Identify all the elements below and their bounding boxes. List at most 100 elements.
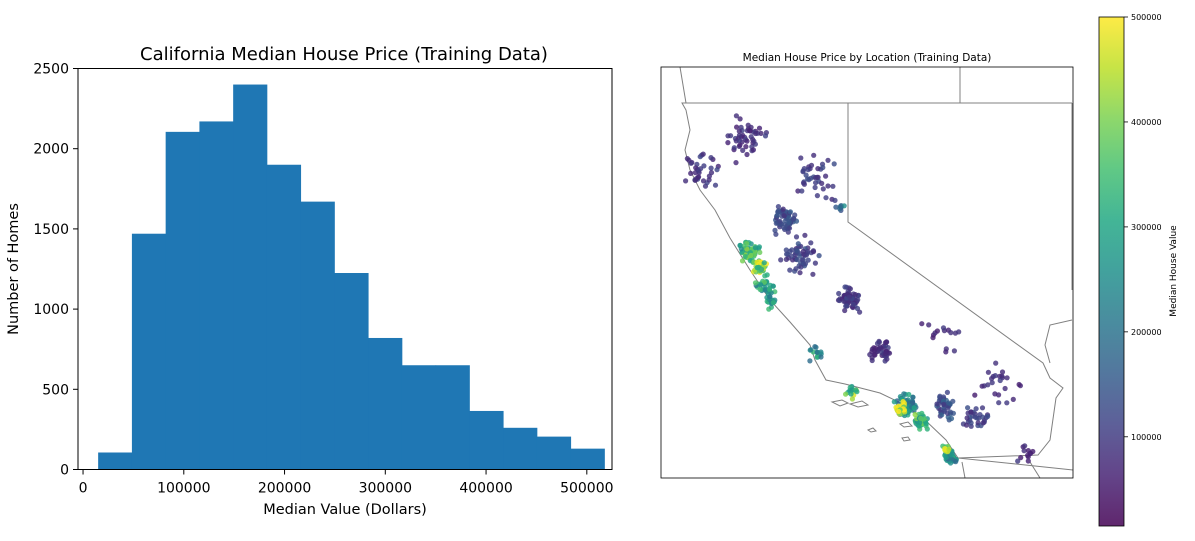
map-point-286 <box>842 307 848 314</box>
map-point-422 <box>700 178 707 184</box>
map-point-46 <box>757 249 763 255</box>
map-point-840 <box>930 335 936 341</box>
map-point-449 <box>823 173 829 179</box>
map-point-470 <box>831 161 837 167</box>
map-point-432 <box>714 167 720 173</box>
map-point-252 <box>803 252 810 258</box>
map-point-672 <box>940 394 947 400</box>
map-point-317 <box>846 294 853 300</box>
colorbar-tick-label-1: 200000 <box>1131 328 1162 337</box>
map-point-847 <box>1025 458 1031 464</box>
map-point-679 <box>947 401 953 407</box>
map-point-463 <box>811 152 817 158</box>
map-point-845 <box>1018 455 1024 461</box>
map-point-802 <box>972 414 978 420</box>
colorbar: 100000 200000 300000 400000 500000 Median Ho… <box>1098 13 1179 527</box>
map-point-210 <box>778 257 784 263</box>
histogram-y-tick-label-0: 0 <box>60 463 69 479</box>
map-point-638 <box>917 420 923 426</box>
map-point-469 <box>799 188 805 194</box>
map-point-633 <box>912 411 918 418</box>
map-point-482 <box>800 180 807 186</box>
map-point-836 <box>926 322 932 328</box>
map-point-391 <box>756 125 763 131</box>
map-point-125 <box>758 282 764 288</box>
colorbar-tick-label-0: 100000 <box>1131 433 1162 442</box>
map-point-249 <box>810 249 817 255</box>
map-point-560 <box>911 405 917 411</box>
map-point-842 <box>951 348 958 354</box>
map-point-59 <box>748 252 754 259</box>
map-point-561 <box>891 399 897 405</box>
oregon-coast <box>679 66 687 104</box>
map-point-150 <box>772 227 778 233</box>
map-point-438 <box>692 177 698 183</box>
map-point-354 <box>877 344 883 350</box>
map-point-357 <box>871 345 877 351</box>
map-point-164 <box>773 231 779 237</box>
map-point-175 <box>775 204 782 210</box>
map-point-425 <box>708 155 714 161</box>
map-point-478 <box>814 174 820 180</box>
histogram-x-tick-label-1: 100000 <box>157 481 210 497</box>
map-point-811 <box>979 383 985 389</box>
map-point-146 <box>767 294 773 300</box>
map-point-772 <box>818 349 824 355</box>
map-point-405 <box>736 128 742 134</box>
map-point-808 <box>1010 396 1016 402</box>
map-point-473 <box>800 168 806 174</box>
map-point-850 <box>1022 443 1028 449</box>
map-point-459 <box>820 164 826 171</box>
map-point-284 <box>836 290 842 297</box>
map-point-239 <box>794 257 800 263</box>
map-point-366 <box>745 122 751 128</box>
map-title: Median House Price by Location (Training… <box>743 52 992 64</box>
map-point-128 <box>764 272 770 278</box>
map-point-224 <box>810 271 816 277</box>
map-point-827 <box>985 382 991 388</box>
colorbar-gradient <box>1098 16 1125 527</box>
map-point-393 <box>762 133 769 139</box>
map-point-396 <box>753 130 759 137</box>
map-point-769 <box>808 347 814 353</box>
histogram-y-tick-label-3: 1500 <box>33 222 69 238</box>
histogram-bar-4 <box>233 84 268 470</box>
map-point-52 <box>739 258 746 264</box>
map-point-413 <box>708 165 714 171</box>
map-point-640 <box>923 421 929 427</box>
map-point-770 <box>818 354 824 360</box>
map-point-311 <box>842 284 848 290</box>
map-point-455 <box>814 193 821 199</box>
histogram-bar-0 <box>98 452 133 470</box>
map-point-122 <box>761 279 768 285</box>
map-point-788 <box>968 420 974 426</box>
state-borders <box>679 66 1074 479</box>
map-point-375 <box>748 134 754 140</box>
map-point-398 <box>736 132 743 138</box>
map-point-823 <box>993 360 999 366</box>
map-point-819 <box>999 369 1006 375</box>
map-point-261 <box>789 247 795 253</box>
map-point-32 <box>756 244 763 250</box>
histogram-bar-1 <box>131 233 167 470</box>
histogram-x-tick-label-5: 500000 <box>560 481 613 497</box>
map-point-726 <box>948 460 954 466</box>
map-point-294 <box>852 292 859 298</box>
map-point-687 <box>934 401 940 407</box>
map-point-816 <box>1004 400 1010 406</box>
map-point-192 <box>777 218 783 224</box>
map-point-203 <box>786 225 793 231</box>
map-points <box>683 113 1036 466</box>
map-point-253 <box>787 267 793 273</box>
map-point-685 <box>947 409 954 415</box>
map-point-767 <box>812 344 818 350</box>
histogram-y-tick-label-1: 500 <box>42 382 69 398</box>
histogram-bar-14 <box>570 448 605 470</box>
map-point-741 <box>942 447 948 453</box>
map-point-186 <box>786 214 792 220</box>
map-point-852 <box>1030 448 1036 455</box>
map-point-251 <box>784 251 790 257</box>
nevada-arizona-line <box>1044 319 1073 364</box>
histogram-bar-8 <box>368 337 403 470</box>
map-point-686 <box>941 408 948 414</box>
